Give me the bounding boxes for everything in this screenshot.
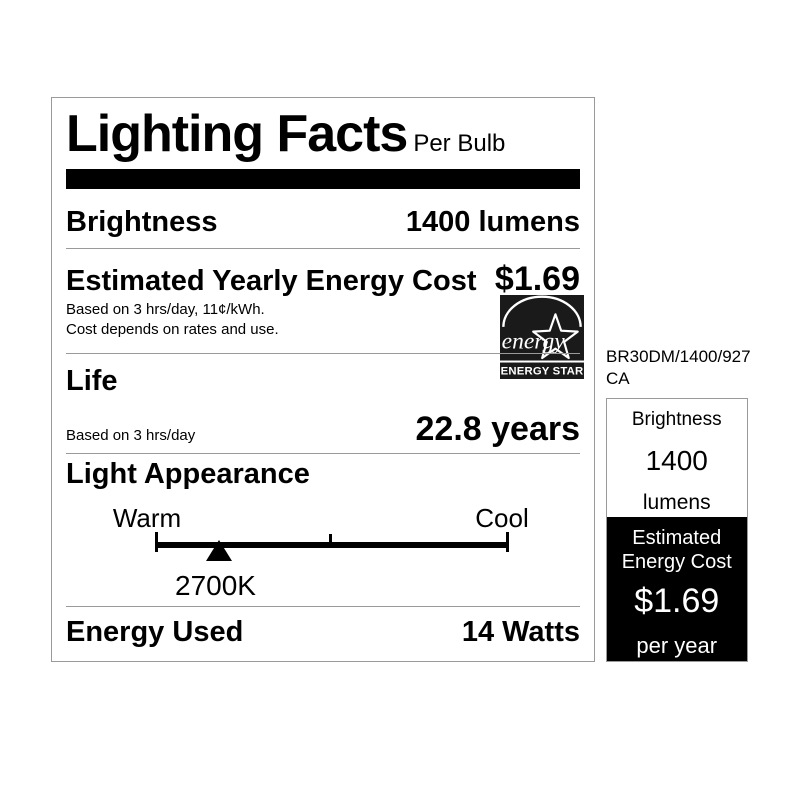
svg-text:energy: energy [501,329,565,355]
